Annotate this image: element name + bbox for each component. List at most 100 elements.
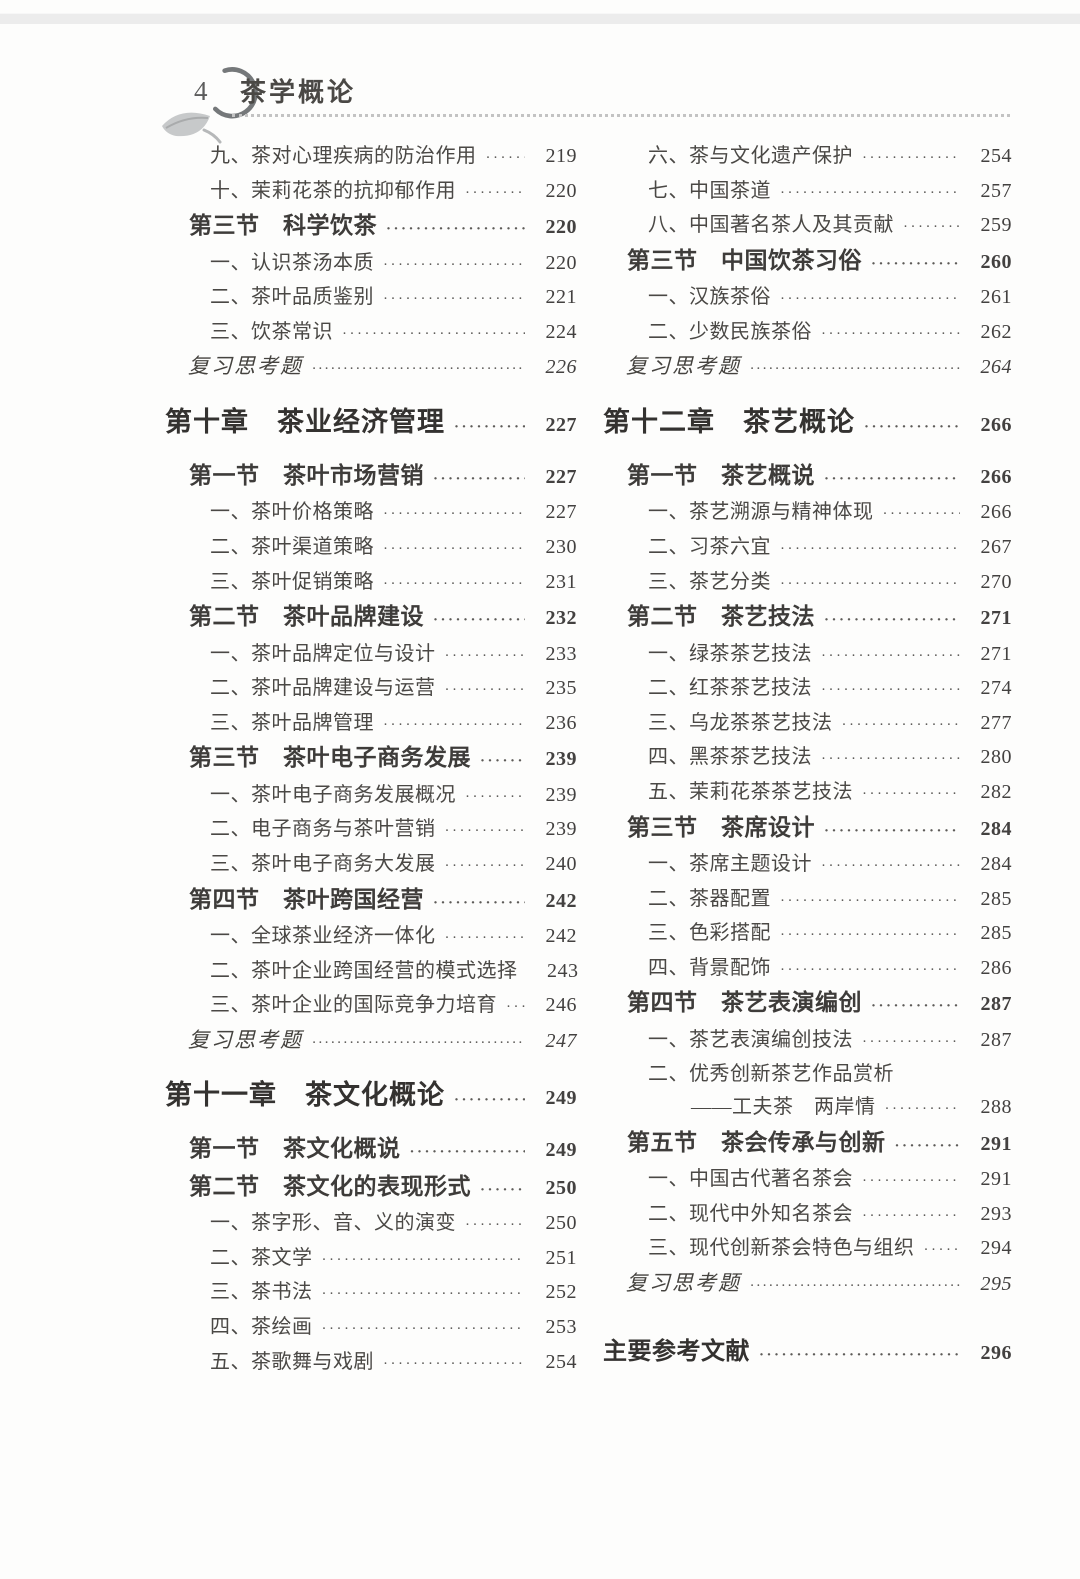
toc-entry-page-number: 220 bbox=[545, 179, 577, 202]
toc-entry-title: 一、茶艺溯源与精神体现 bbox=[648, 501, 874, 524]
toc-entry: 三、茶书法 252 bbox=[165, 1276, 577, 1311]
dot-leader bbox=[821, 674, 960, 707]
toc-entry-page-number: 230 bbox=[545, 535, 577, 558]
dot-leader bbox=[862, 1165, 960, 1198]
toc-entry: 三、茶叶电子商务大发展 240 bbox=[165, 848, 577, 883]
toc-entry-page-number: 271 bbox=[980, 642, 1012, 665]
toc-entry-title: 三、饮茶常识 bbox=[210, 320, 333, 343]
toc-entry: 一、茶席主题设计 284 bbox=[603, 848, 1012, 883]
dot-leader bbox=[383, 568, 525, 601]
dot-leader bbox=[383, 533, 525, 566]
dot-leader bbox=[821, 743, 960, 776]
toc-entry-title: 一、茶字形、音、义的演变 bbox=[210, 1212, 456, 1235]
toc-entry: 二、茶叶企业跨国经营的模式选择 243 bbox=[165, 955, 579, 990]
toc-entry: 第三节 科学饮茶 220 bbox=[165, 209, 577, 246]
toc-entry: 二、少数民族茶俗 262 bbox=[603, 316, 1012, 351]
toc-content: 九、茶对心理疾病的防治作用 219 十、茉莉花茶的抗抑郁作用 220 第三节 科… bbox=[165, 140, 1012, 1380]
toc-entry: 五、茶歌舞与戏剧 254 bbox=[165, 1346, 577, 1381]
toc-entry-title: 第三节 茶叶电子商务发展 bbox=[189, 745, 471, 771]
toc-entry-title: 一、认识茶汤本质 bbox=[210, 251, 374, 274]
toc-entry-title: 三、茶艺分类 bbox=[648, 570, 771, 593]
dot-leader bbox=[871, 990, 960, 1023]
toc-entry-page-number: 227 bbox=[545, 413, 577, 436]
toc-entry: 三、茶叶促销策略 231 bbox=[165, 566, 577, 601]
toc-entry: 三、现代创新茶会特色与组织 294 bbox=[603, 1232, 1012, 1267]
dot-leader bbox=[383, 249, 525, 282]
toc-entry-title: 五、茉莉花茶茶艺技法 bbox=[648, 780, 853, 803]
toc-entry: 第十二章 茶艺概论 266 bbox=[603, 401, 1012, 448]
toc-entry-page-number: 233 bbox=[545, 642, 577, 665]
toc-entry-title: 三、色彩搭配 bbox=[648, 922, 771, 945]
toc-entry: 第三节 茶叶电子商务发展 239 bbox=[165, 741, 577, 778]
toc-entry-page-number: 257 bbox=[980, 179, 1012, 202]
toc-entry-title: 一、茶叶电子商务发展概况 bbox=[210, 783, 456, 806]
toc-entry-title: 二、茶文学 bbox=[210, 1246, 313, 1269]
toc-entry-title: 第二节 茶艺技法 bbox=[627, 604, 815, 630]
toc-entry-title: 一、茶席主题设计 bbox=[648, 852, 812, 875]
toc-entry-title: 二、现代中外知名茶会 bbox=[648, 1202, 853, 1225]
toc-entry-page-number: 284 bbox=[980, 852, 1012, 875]
toc-entry: 第一节 茶艺概说 266 bbox=[603, 459, 1012, 496]
toc-entry-page-number: 227 bbox=[545, 501, 577, 524]
dot-leader bbox=[821, 640, 960, 673]
dot-leader bbox=[821, 850, 960, 883]
toc-entry-title: 二、红茶茶艺技法 bbox=[648, 677, 812, 700]
toc-entry-page-number: 250 bbox=[545, 1212, 577, 1235]
toc-entry: 三、乌龙茶茶艺技法 277 bbox=[603, 707, 1012, 742]
toc-entry-page-number: 270 bbox=[980, 570, 1012, 593]
toc-entry-title: 三、茶书法 bbox=[210, 1281, 313, 1304]
dot-leader bbox=[824, 463, 960, 496]
toc-entry-title: 第五节 茶会传承与创新 bbox=[627, 1129, 886, 1155]
toc-entry-page-number: 243 bbox=[547, 959, 579, 982]
toc-entry-page-number: 259 bbox=[980, 214, 1012, 237]
toc-entry-page-number: 262 bbox=[980, 320, 1012, 343]
toc-entry: 二、现代中外知名茶会 293 bbox=[603, 1198, 1012, 1233]
toc-entry-page-number: 271 bbox=[980, 607, 1012, 630]
toc-entry: 七、中国茶道 257 bbox=[603, 175, 1012, 210]
toc-entry-title: 四、背景配饰 bbox=[648, 956, 771, 979]
toc-entry-title: 三、茶叶企业的国际竞争力培育 bbox=[210, 994, 497, 1017]
toc-entry-title: 二、茶叶渠道策略 bbox=[210, 535, 374, 558]
dot-leader bbox=[312, 353, 525, 386]
dot-leader bbox=[480, 1174, 525, 1207]
dot-leader bbox=[433, 463, 525, 496]
toc-entry: 一、中国古代著名茶会 291 bbox=[603, 1163, 1012, 1198]
toc-entry-page-number: 266 bbox=[980, 501, 1012, 524]
toc-entry-title: 第一节 茶文化概说 bbox=[189, 1136, 401, 1162]
toc-entry-page-number: 242 bbox=[545, 924, 577, 947]
crescent-moon-icon bbox=[213, 67, 258, 119]
toc-entry: 二、优秀创新茶艺作品赏析 bbox=[603, 1058, 1012, 1091]
toc-entry: 一、全球茶业经济一体化 242 bbox=[165, 920, 577, 955]
dot-leader bbox=[465, 177, 525, 210]
toc-entry-title: 二、茶叶企业跨国经营的模式选择 bbox=[210, 959, 518, 982]
toc-entry-page-number: 296 bbox=[980, 1342, 1012, 1365]
dot-leader bbox=[895, 1130, 961, 1163]
toc-entry-title: 二、电子商务与茶叶营销 bbox=[210, 818, 436, 841]
toc-entry-page-number: 260 bbox=[980, 250, 1012, 273]
dot-leader bbox=[780, 568, 960, 601]
toc-entry: 二、茶叶渠道策略 230 bbox=[165, 531, 577, 566]
toc-entry: 三、饮茶常识 224 bbox=[165, 316, 577, 351]
header-book-title: 茶学概论 bbox=[240, 78, 357, 107]
toc-entry: 第三节 茶席设计 284 bbox=[603, 811, 1012, 848]
toc-entry-page-number: 219 bbox=[545, 145, 577, 167]
dot-leader bbox=[465, 781, 525, 814]
toc-entry-title: 第四节 茶叶跨国经营 bbox=[189, 886, 424, 912]
dot-leader bbox=[465, 1209, 525, 1242]
toc-entry-page-number: 261 bbox=[980, 286, 1012, 309]
toc-entry-title: 一、茶叶价格策略 bbox=[210, 501, 374, 524]
dot-leader bbox=[883, 498, 961, 531]
toc-entry-title: 三、茶叶品牌管理 bbox=[210, 711, 374, 734]
dot-leader bbox=[824, 815, 960, 848]
dot-leader bbox=[506, 991, 525, 1024]
toc-entry-page-number: 220 bbox=[545, 251, 577, 274]
toc-entry-page-number: 236 bbox=[545, 711, 577, 734]
toc-entry-page-number: 242 bbox=[545, 889, 577, 912]
toc-entry: 四、茶绘画 253 bbox=[165, 1311, 577, 1346]
tea-leaf-icon bbox=[162, 112, 222, 144]
toc-entry-title: 二、优秀创新茶艺作品赏析 bbox=[648, 1063, 894, 1086]
toc-entry-title: 一、绿茶茶艺技法 bbox=[648, 642, 812, 665]
toc-entry-page-number: 266 bbox=[980, 465, 1012, 488]
toc-entry: 六、茶与文化遗产保护 254 bbox=[603, 140, 1012, 175]
toc-entry: 第三节 中国饮茶习俗 260 bbox=[603, 244, 1012, 281]
